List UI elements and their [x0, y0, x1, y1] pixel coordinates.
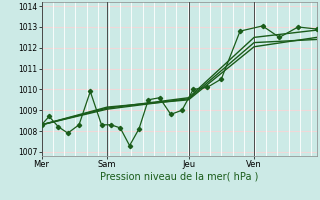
X-axis label: Pression niveau de la mer( hPa ): Pression niveau de la mer( hPa ) — [100, 172, 258, 182]
